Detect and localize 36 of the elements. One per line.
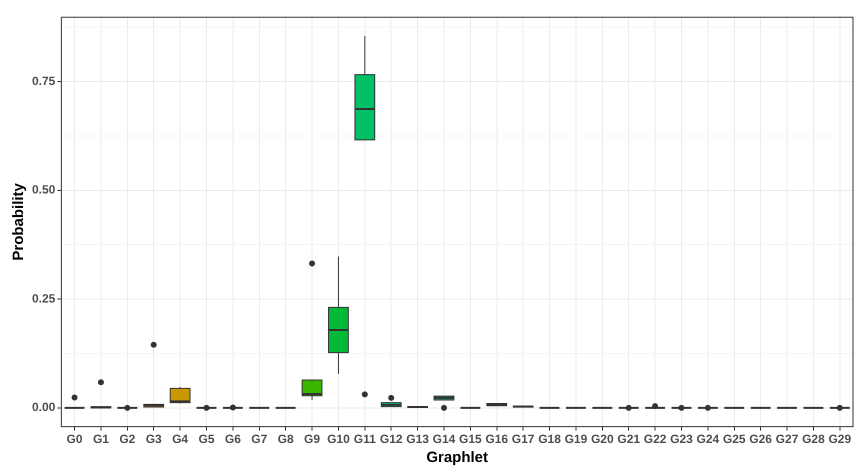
x-tick-label: G7: [251, 432, 268, 446]
x-tick-label: G9: [304, 432, 320, 446]
x-tick-label: G15: [459, 432, 482, 446]
y-tick-label: 0.25: [32, 291, 56, 306]
x-tick-label: G14: [432, 432, 456, 446]
x-tick-label: G25: [722, 432, 746, 446]
x-tick-label: G8: [278, 432, 294, 446]
y-axis-title: Probability: [10, 182, 28, 261]
x-tick-label: G22: [644, 432, 667, 446]
x-tick-label: G6: [224, 432, 242, 446]
y-tick-label: 0.50: [32, 182, 56, 197]
x-tick-label: G17: [512, 432, 535, 446]
x-tick-label: G5: [198, 432, 215, 446]
x-tick-label: G4: [172, 432, 188, 446]
x-tick-label: G10: [327, 432, 350, 446]
x-tick-label: G29: [828, 432, 852, 446]
x-tick-label: G16: [485, 432, 508, 446]
x-tick-label: G27: [776, 432, 799, 446]
x-tick-label: G23: [670, 432, 694, 446]
x-tick-label: G20: [590, 432, 614, 446]
x-tick-label: G1: [92, 432, 110, 446]
x-tick-label: G18: [538, 432, 562, 446]
x-tick-label: G24: [696, 432, 720, 446]
x-tick-label: G0: [66, 432, 83, 446]
x-tick-label: G11: [354, 432, 376, 446]
x-tick-label: G12: [380, 432, 403, 446]
x-axis-title: Graphlet: [426, 449, 488, 466]
x-tick-label: G13: [406, 432, 430, 446]
x-tick-label: G19: [564, 432, 588, 446]
x-tick-label: G21: [617, 432, 640, 446]
x-tick-label: G26: [749, 432, 772, 446]
y-tick-label: 0.75: [32, 74, 56, 88]
y-tick-label: 0.00: [32, 400, 56, 414]
x-tick-label: G3: [146, 432, 162, 446]
x-tick-label: G28: [802, 432, 826, 446]
x-tick-label: G2: [119, 432, 136, 446]
